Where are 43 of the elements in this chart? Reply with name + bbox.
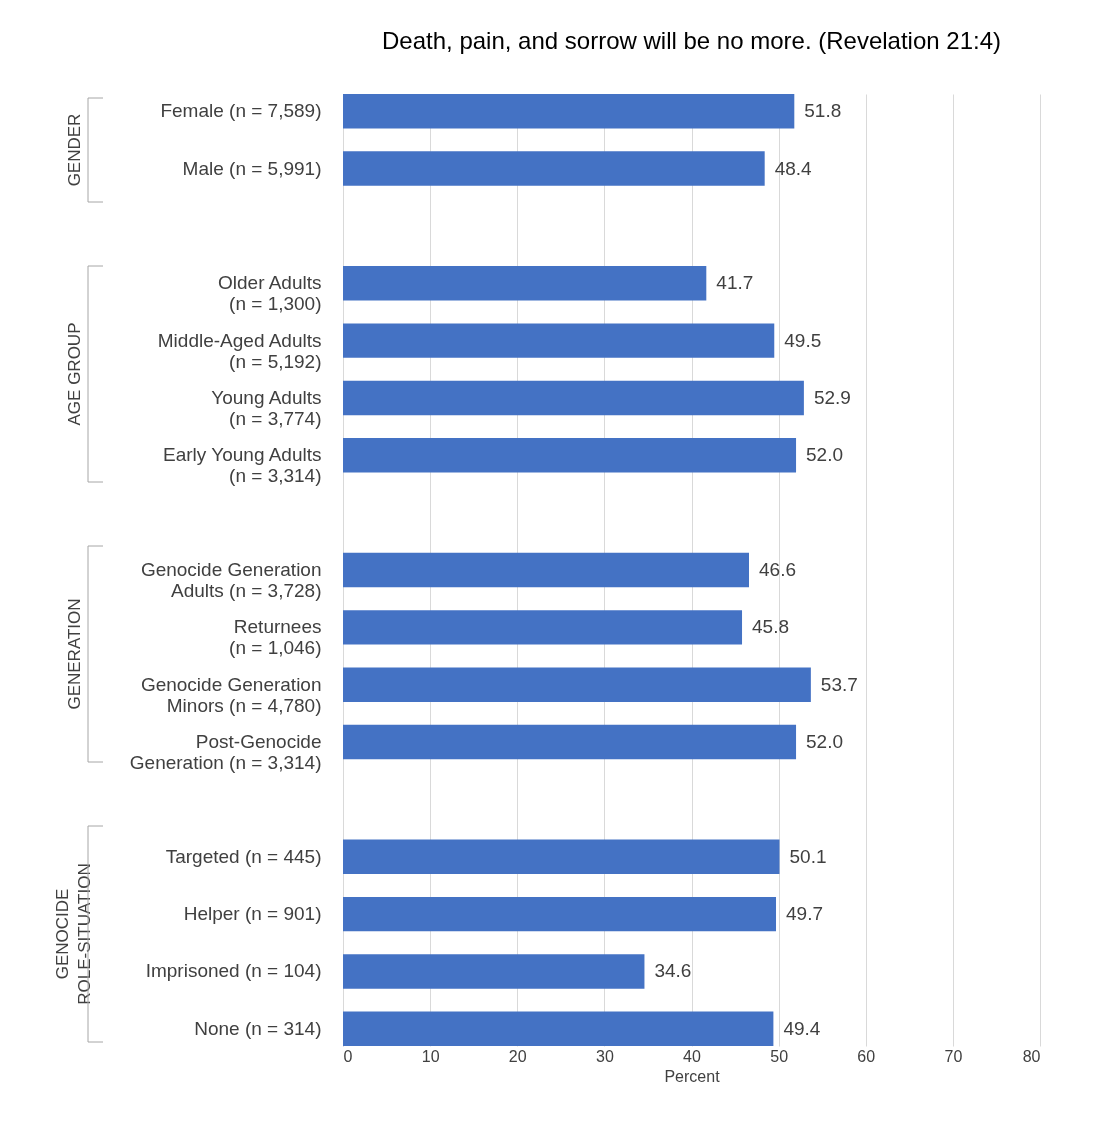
text: GENDER <box>65 113 84 187</box>
data-label: 46.6 <box>759 559 796 580</box>
y-tick-label: Young Adults (n = 3,774) <box>211 386 322 429</box>
data-label: 49.4 <box>783 1017 821 1039</box>
x-axis-title: Percent <box>664 1067 721 1085</box>
y-tick-label: Targeted (n = 445) <box>165 845 322 867</box>
data-label: 51.8 <box>804 100 842 122</box>
chart-title: Death, pain, and sorrow will be no more. (Revelation 21:4) <box>382 27 1001 54</box>
x-tick-label: 50 <box>770 1047 789 1065</box>
data-label: 41.7 <box>716 272 754 294</box>
y-tick-label: Returnees (n = 1,046) <box>229 616 322 659</box>
data-label: 52.0 <box>806 444 844 466</box>
data-label: 49.7 <box>786 903 823 925</box>
x-tick-label: 40 <box>683 1047 701 1065</box>
x-tick-label: 80 <box>1022 1047 1041 1065</box>
x-tick-label: 30 <box>595 1047 614 1065</box>
text: GENERATION <box>65 598 84 710</box>
y-tick-label: Early Young Adults (n = 3,314) <box>163 444 322 487</box>
text: AGE GROUP <box>65 322 84 426</box>
x-tick-label: 0 <box>343 1047 353 1065</box>
text: GENOCIDE ROLE-SITUATION <box>53 863 94 1005</box>
y-tick-label: Older Adults (n = 1,300) <box>218 272 322 315</box>
data-label: 53.7 <box>820 673 858 695</box>
x-tick-label: 70 <box>944 1047 963 1065</box>
y-tick-label: None (n = 314) <box>194 1017 322 1039</box>
y-tick-label: Female (n = 7,589) <box>160 100 322 122</box>
y-tick-label: Helper (n = 901) <box>183 903 322 925</box>
data-label: 34.6 <box>654 960 692 982</box>
y-tick-label: Genocide Generation Adults (n = 3,728) <box>140 559 322 601</box>
data-label: 48.4 <box>774 157 813 179</box>
data-label: 50.1 <box>789 845 827 867</box>
y-tick-label: Male (n = 5,991) <box>182 157 322 179</box>
data-label: 52.0 <box>806 731 844 753</box>
x-tick-label: 60 <box>857 1047 876 1065</box>
y-tick-label: Imprisoned (n = 104) <box>145 960 322 982</box>
data-label: 49.5 <box>784 329 822 351</box>
x-tick-label: 10 <box>421 1047 440 1065</box>
y-tick-label: Genocide Generation Minors (n = 4,780) <box>140 673 322 716</box>
data-label: 45.8 <box>752 616 790 638</box>
x-tick-label: 20 <box>508 1047 527 1065</box>
y-tick-label: Post-Genocide Generation (n = 3,314) <box>129 731 322 774</box>
data-label: 52.9 <box>813 386 851 408</box>
y-tick-label: Middle-Aged Adults (n = 5,192) <box>157 329 322 372</box>
